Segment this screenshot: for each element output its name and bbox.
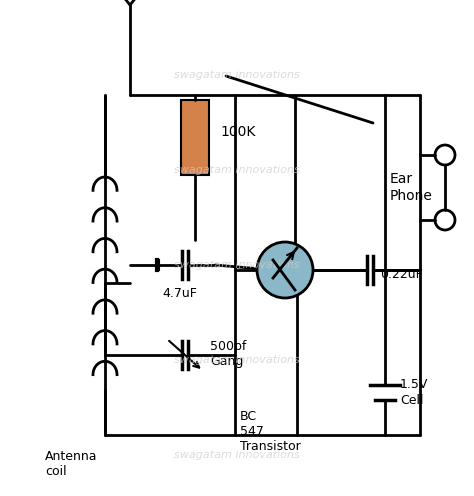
- Text: 500pf
Gang: 500pf Gang: [210, 340, 246, 368]
- Text: Antenna
coil: Antenna coil: [45, 450, 98, 478]
- Text: swagatam innovations: swagatam innovations: [174, 70, 300, 80]
- Text: swagatam innovations: swagatam innovations: [174, 450, 300, 460]
- Circle shape: [257, 242, 313, 298]
- Text: 0.22uF: 0.22uF: [380, 268, 423, 282]
- Text: swagatam innovations: swagatam innovations: [174, 355, 300, 365]
- Text: swagatam innovations: swagatam innovations: [174, 260, 300, 270]
- Text: Ear
Phone: Ear Phone: [390, 173, 433, 202]
- Text: 4.7uF: 4.7uF: [163, 287, 198, 300]
- Circle shape: [435, 210, 455, 230]
- Text: BC
547
Transistor: BC 547 Transistor: [240, 410, 301, 453]
- Text: swagatam innovations: swagatam innovations: [174, 165, 300, 175]
- Text: 1.5V
Cell: 1.5V Cell: [400, 378, 428, 407]
- Text: 100K: 100K: [220, 125, 255, 139]
- Circle shape: [435, 145, 455, 165]
- Bar: [181, 100, 209, 175]
